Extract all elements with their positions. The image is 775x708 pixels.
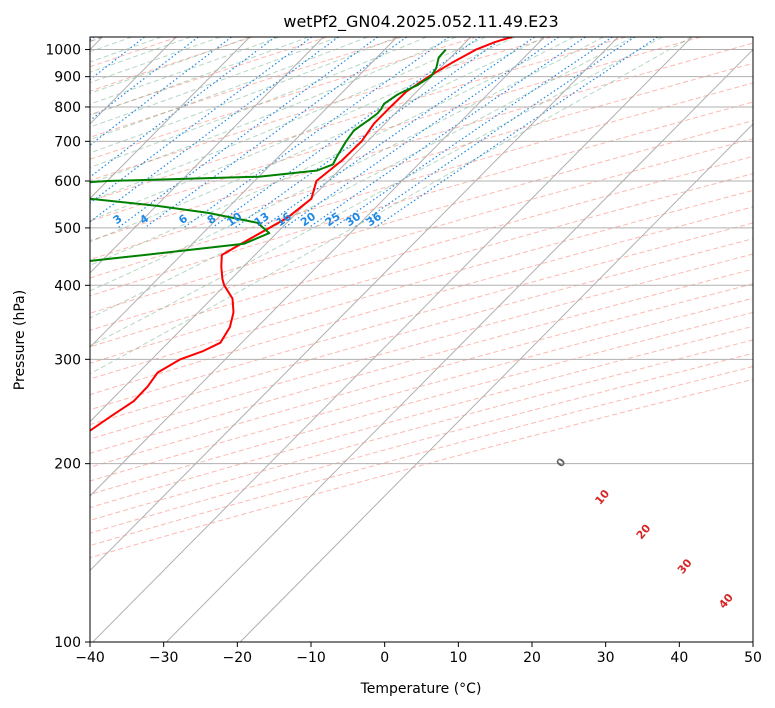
dry-adiabat: [90, 173, 753, 364]
y-tick-label: 900: [54, 70, 81, 86]
mixing-ratio-line: [90, 37, 232, 146]
isotherm-lines: [90, 37, 753, 642]
x-tick-label: 0: [380, 650, 389, 666]
isotherm-line: [90, 37, 251, 200]
x-axis-ticks: −40 −30 −20 −10 0 10 20 30 40 50: [75, 642, 762, 666]
moist-adiabat: [90, 37, 309, 116]
mixing-ratio-line: [117, 37, 379, 229]
moist-adiabat: [90, 37, 457, 184]
moist-adiabat: [90, 37, 634, 319]
dry-adiabat: [90, 138, 753, 331]
moist-adiabat: [90, 37, 398, 154]
y-tick-label: 100: [54, 635, 81, 651]
moist-adiabat: [90, 37, 575, 266]
y-tick-label: 600: [54, 174, 81, 190]
dewpoint-profile: [90, 48, 447, 262]
dry-adiabat: [90, 189, 753, 380]
isotherm-line: [239, 123, 753, 642]
x-tick-label: 20: [523, 650, 541, 666]
dry-adiabat: [90, 37, 627, 202]
y-tick-label: 800: [54, 100, 81, 116]
x-tick-label: −30: [149, 650, 179, 666]
y-tick-label: 1000: [45, 43, 81, 59]
x-tick-label: 10: [449, 650, 467, 666]
x-axis-label: Temperature (°C): [360, 681, 482, 697]
plot-frame: [89, 36, 754, 643]
y-axis-ticks: 100 200 300 400 500 600 700 800 900 1000: [45, 43, 90, 651]
moist-adiabat: [90, 37, 486, 202]
y-tick-label: 300: [54, 352, 81, 368]
mixing-ratio-line: [308, 37, 586, 229]
isotherm-line: [90, 37, 398, 348]
dry-adiabat: [90, 37, 701, 222]
x-tick-label: −10: [296, 650, 326, 666]
y-tick-label: 700: [54, 134, 81, 150]
sounding-series: [90, 37, 513, 432]
chart-title: wetPf2_GN04.2025.052.11.49.E23: [283, 12, 558, 32]
isotherm-line: [92, 37, 693, 642]
isotherm-line: [90, 37, 619, 572]
dry-adiabat: [90, 37, 402, 138]
moist-adiabats: [90, 37, 693, 375]
mixing-ratio-line: [183, 37, 450, 229]
moist-adiabat: [90, 37, 545, 243]
isotherm-line: [90, 37, 324, 274]
moist-adiabat: [90, 37, 604, 292]
temperature-profile: [90, 37, 513, 432]
dry-adiabat: [90, 101, 753, 297]
x-tick-label: 50: [744, 650, 762, 666]
dry-adiabat: [90, 82, 753, 279]
mixing-ratio-line: [261, 37, 535, 229]
y-tick-label: 500: [54, 221, 81, 237]
x-tick-label: 30: [597, 650, 615, 666]
y-axis-label: Pressure (hPa): [12, 290, 28, 390]
x-tick-label: 40: [670, 650, 688, 666]
isotherm-line: [90, 37, 472, 423]
moist-adiabat: [90, 37, 339, 128]
pressure-gridlines: [90, 49, 753, 642]
y-tick-label: 200: [54, 457, 81, 473]
isotherm-line: [90, 37, 545, 497]
x-tick-label: −40: [75, 650, 105, 666]
dry-adiabat: [90, 62, 753, 261]
isotherm-line: [166, 48, 753, 642]
y-tick-label: 400: [54, 278, 81, 294]
x-tick-label: −20: [223, 650, 253, 666]
dry-adiabat: [90, 37, 552, 182]
mixing-ratio-line: [211, 37, 481, 229]
moist-adiabat: [90, 37, 663, 347]
plot-area: -100-90-80-70-60-50-40-30-20-100.10.20.4…: [90, 37, 753, 642]
dry-adiabat: [90, 37, 328, 116]
moist-adiabat: [90, 37, 693, 375]
